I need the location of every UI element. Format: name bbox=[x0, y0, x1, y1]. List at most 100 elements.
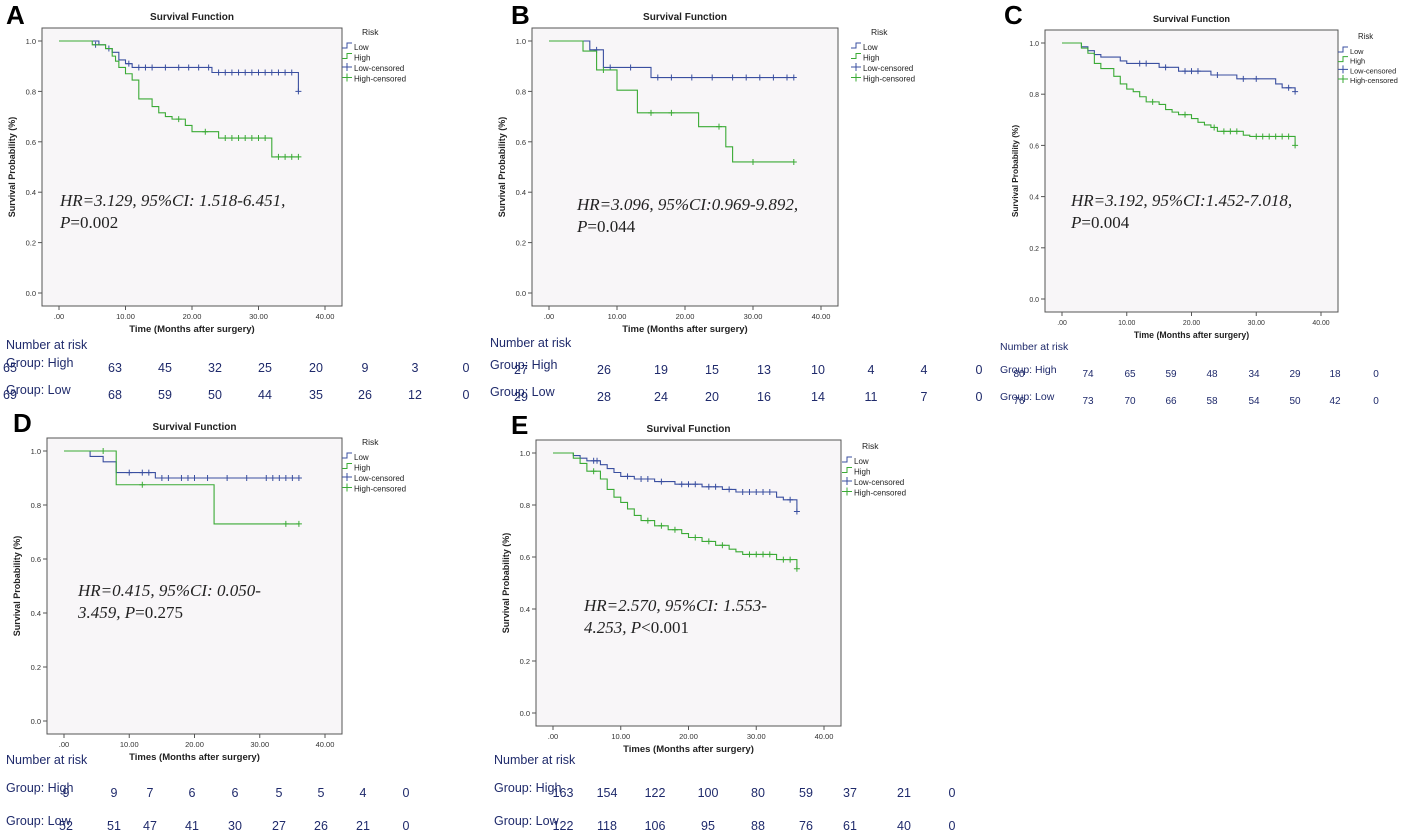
legend-swatch bbox=[342, 73, 352, 82]
risk-count-high: 59 bbox=[799, 785, 813, 800]
hazard-ratio-annotation: HR=3.192, 95%CI:1.452-7.018, P=0.004 bbox=[1071, 190, 1292, 234]
risk-count-high: 80 bbox=[751, 785, 765, 800]
risk-count-low: 7 bbox=[920, 389, 928, 404]
risk-count-low: 26 bbox=[314, 818, 328, 833]
risk-group-low-label: Group: Low bbox=[1000, 390, 1055, 403]
risk-count-low: 21 bbox=[356, 818, 370, 833]
y-tick-label: 0.2 bbox=[31, 663, 41, 672]
risk-count-high: 5 bbox=[275, 785, 283, 800]
legend-label: High-censored bbox=[863, 75, 915, 84]
risk-count-high: 65 bbox=[1124, 369, 1136, 380]
y-tick-label: 0.8 bbox=[31, 501, 41, 510]
risk-count-high: 80 bbox=[1013, 369, 1025, 380]
legend-swatch bbox=[1338, 65, 1348, 74]
risk-count-high: 9 bbox=[361, 360, 369, 375]
legend-label: Low bbox=[863, 43, 878, 52]
y-tick-label: 0.4 bbox=[520, 605, 530, 614]
y-tick-label: 0.6 bbox=[520, 553, 530, 562]
censor-mark-low bbox=[607, 64, 614, 71]
risk-count-high: 27 bbox=[514, 362, 528, 377]
panel-letter: D bbox=[13, 408, 32, 438]
risk-count-low: 16 bbox=[757, 389, 771, 404]
risk-count-high: 63 bbox=[108, 360, 122, 375]
legend-swatch bbox=[342, 63, 352, 71]
censor-mark-low bbox=[242, 69, 249, 76]
risk-group-low-label: Group: Low bbox=[494, 813, 559, 828]
censor-mark-high bbox=[1220, 128, 1227, 135]
censor-mark-low bbox=[688, 74, 695, 81]
legend-swatch bbox=[342, 452, 352, 459]
legend-swatch bbox=[851, 42, 861, 49]
hr-ci-text: HR=0.415, 95%CI: 0.050- bbox=[78, 581, 261, 600]
legend-swatch bbox=[842, 467, 852, 473]
censor-mark-high bbox=[228, 135, 235, 142]
x-tick-label: 20.00 bbox=[1183, 320, 1200, 327]
ci-continuation: 4.253, bbox=[584, 618, 631, 638]
censor-mark-low bbox=[158, 475, 165, 481]
x-tick-label: .00 bbox=[54, 312, 64, 321]
x-axis-label: Time (Months after surgery) bbox=[622, 324, 747, 335]
censor-mark-low bbox=[1214, 72, 1221, 78]
y-tick-label: 1.0 bbox=[520, 449, 530, 458]
censor-mark-high bbox=[1149, 98, 1156, 105]
risk-count-low: 47 bbox=[143, 818, 157, 833]
risk-count-low: 118 bbox=[597, 818, 617, 833]
censor-mark-low bbox=[248, 69, 255, 76]
risk-count-low: 27 bbox=[272, 818, 286, 833]
legend-swatch bbox=[851, 53, 861, 59]
legend-swatch bbox=[342, 42, 352, 49]
risk-count-low: 26 bbox=[358, 387, 372, 402]
y-tick-label: 0.0 bbox=[26, 289, 36, 298]
censor-mark-low bbox=[255, 69, 262, 76]
risk-count-high: 5 bbox=[317, 785, 325, 800]
x-axis-label: Times (Months after surgery) bbox=[129, 752, 260, 763]
censor-mark-low bbox=[678, 481, 685, 488]
panel-letter: B bbox=[511, 0, 530, 30]
risk-count-low: 66 bbox=[1165, 396, 1177, 407]
risk-count-high: 59 bbox=[1165, 369, 1177, 380]
plot-area bbox=[535, 439, 842, 727]
risk-count-low: 0 bbox=[462, 387, 470, 402]
x-tick-label: 10.00 bbox=[1118, 320, 1135, 327]
legend-swatch bbox=[342, 473, 352, 481]
censor-mark-high bbox=[139, 481, 146, 488]
censor-mark-low bbox=[654, 74, 661, 81]
risk-group-low-label: Group: Low bbox=[6, 382, 71, 397]
p-value: =0.002 bbox=[70, 213, 119, 233]
censor-mark-low bbox=[766, 489, 773, 495]
censor-mark-high bbox=[1182, 111, 1189, 118]
survival-curve-high bbox=[1062, 42, 1296, 146]
risk-count-low: 76 bbox=[799, 818, 813, 833]
censor-mark-high bbox=[671, 526, 678, 533]
risk-count-low: 20 bbox=[705, 389, 719, 404]
censor-mark-low bbox=[295, 475, 302, 481]
ci-continuation: 3.459, bbox=[78, 603, 125, 623]
risk-count-high: 9 bbox=[110, 785, 118, 800]
risk-count-low: 24 bbox=[654, 389, 668, 404]
censor-mark-low bbox=[770, 74, 777, 81]
legend-title: Risk bbox=[862, 441, 879, 451]
censor-mark-high bbox=[282, 153, 289, 160]
censor-mark-low bbox=[139, 469, 146, 476]
censor-mark-low bbox=[784, 74, 790, 81]
risk-count-high: 163 bbox=[552, 785, 574, 800]
censor-mark-low bbox=[142, 64, 149, 71]
censor-mark-low bbox=[178, 475, 185, 481]
risk-count-low: 95 bbox=[701, 818, 715, 833]
legend-title: Risk bbox=[362, 27, 379, 37]
censor-mark-low bbox=[793, 508, 800, 515]
censor-mark-low bbox=[753, 489, 760, 495]
risk-count-high: 20 bbox=[309, 360, 323, 375]
p-value: =0.275 bbox=[135, 603, 183, 623]
censor-mark-high bbox=[262, 135, 269, 142]
risk-count-low: 122 bbox=[552, 818, 574, 833]
p-value: <0.001 bbox=[641, 618, 689, 638]
x-tick-label: .00 bbox=[59, 740, 69, 749]
risk-count-high: 7 bbox=[146, 785, 154, 800]
survival-curve-low bbox=[549, 40, 794, 79]
x-tick-label: 10.00 bbox=[608, 312, 627, 321]
risk-count-high: 18 bbox=[1329, 369, 1341, 380]
censor-mark-low bbox=[175, 64, 182, 71]
legend-swatch bbox=[1338, 74, 1348, 83]
